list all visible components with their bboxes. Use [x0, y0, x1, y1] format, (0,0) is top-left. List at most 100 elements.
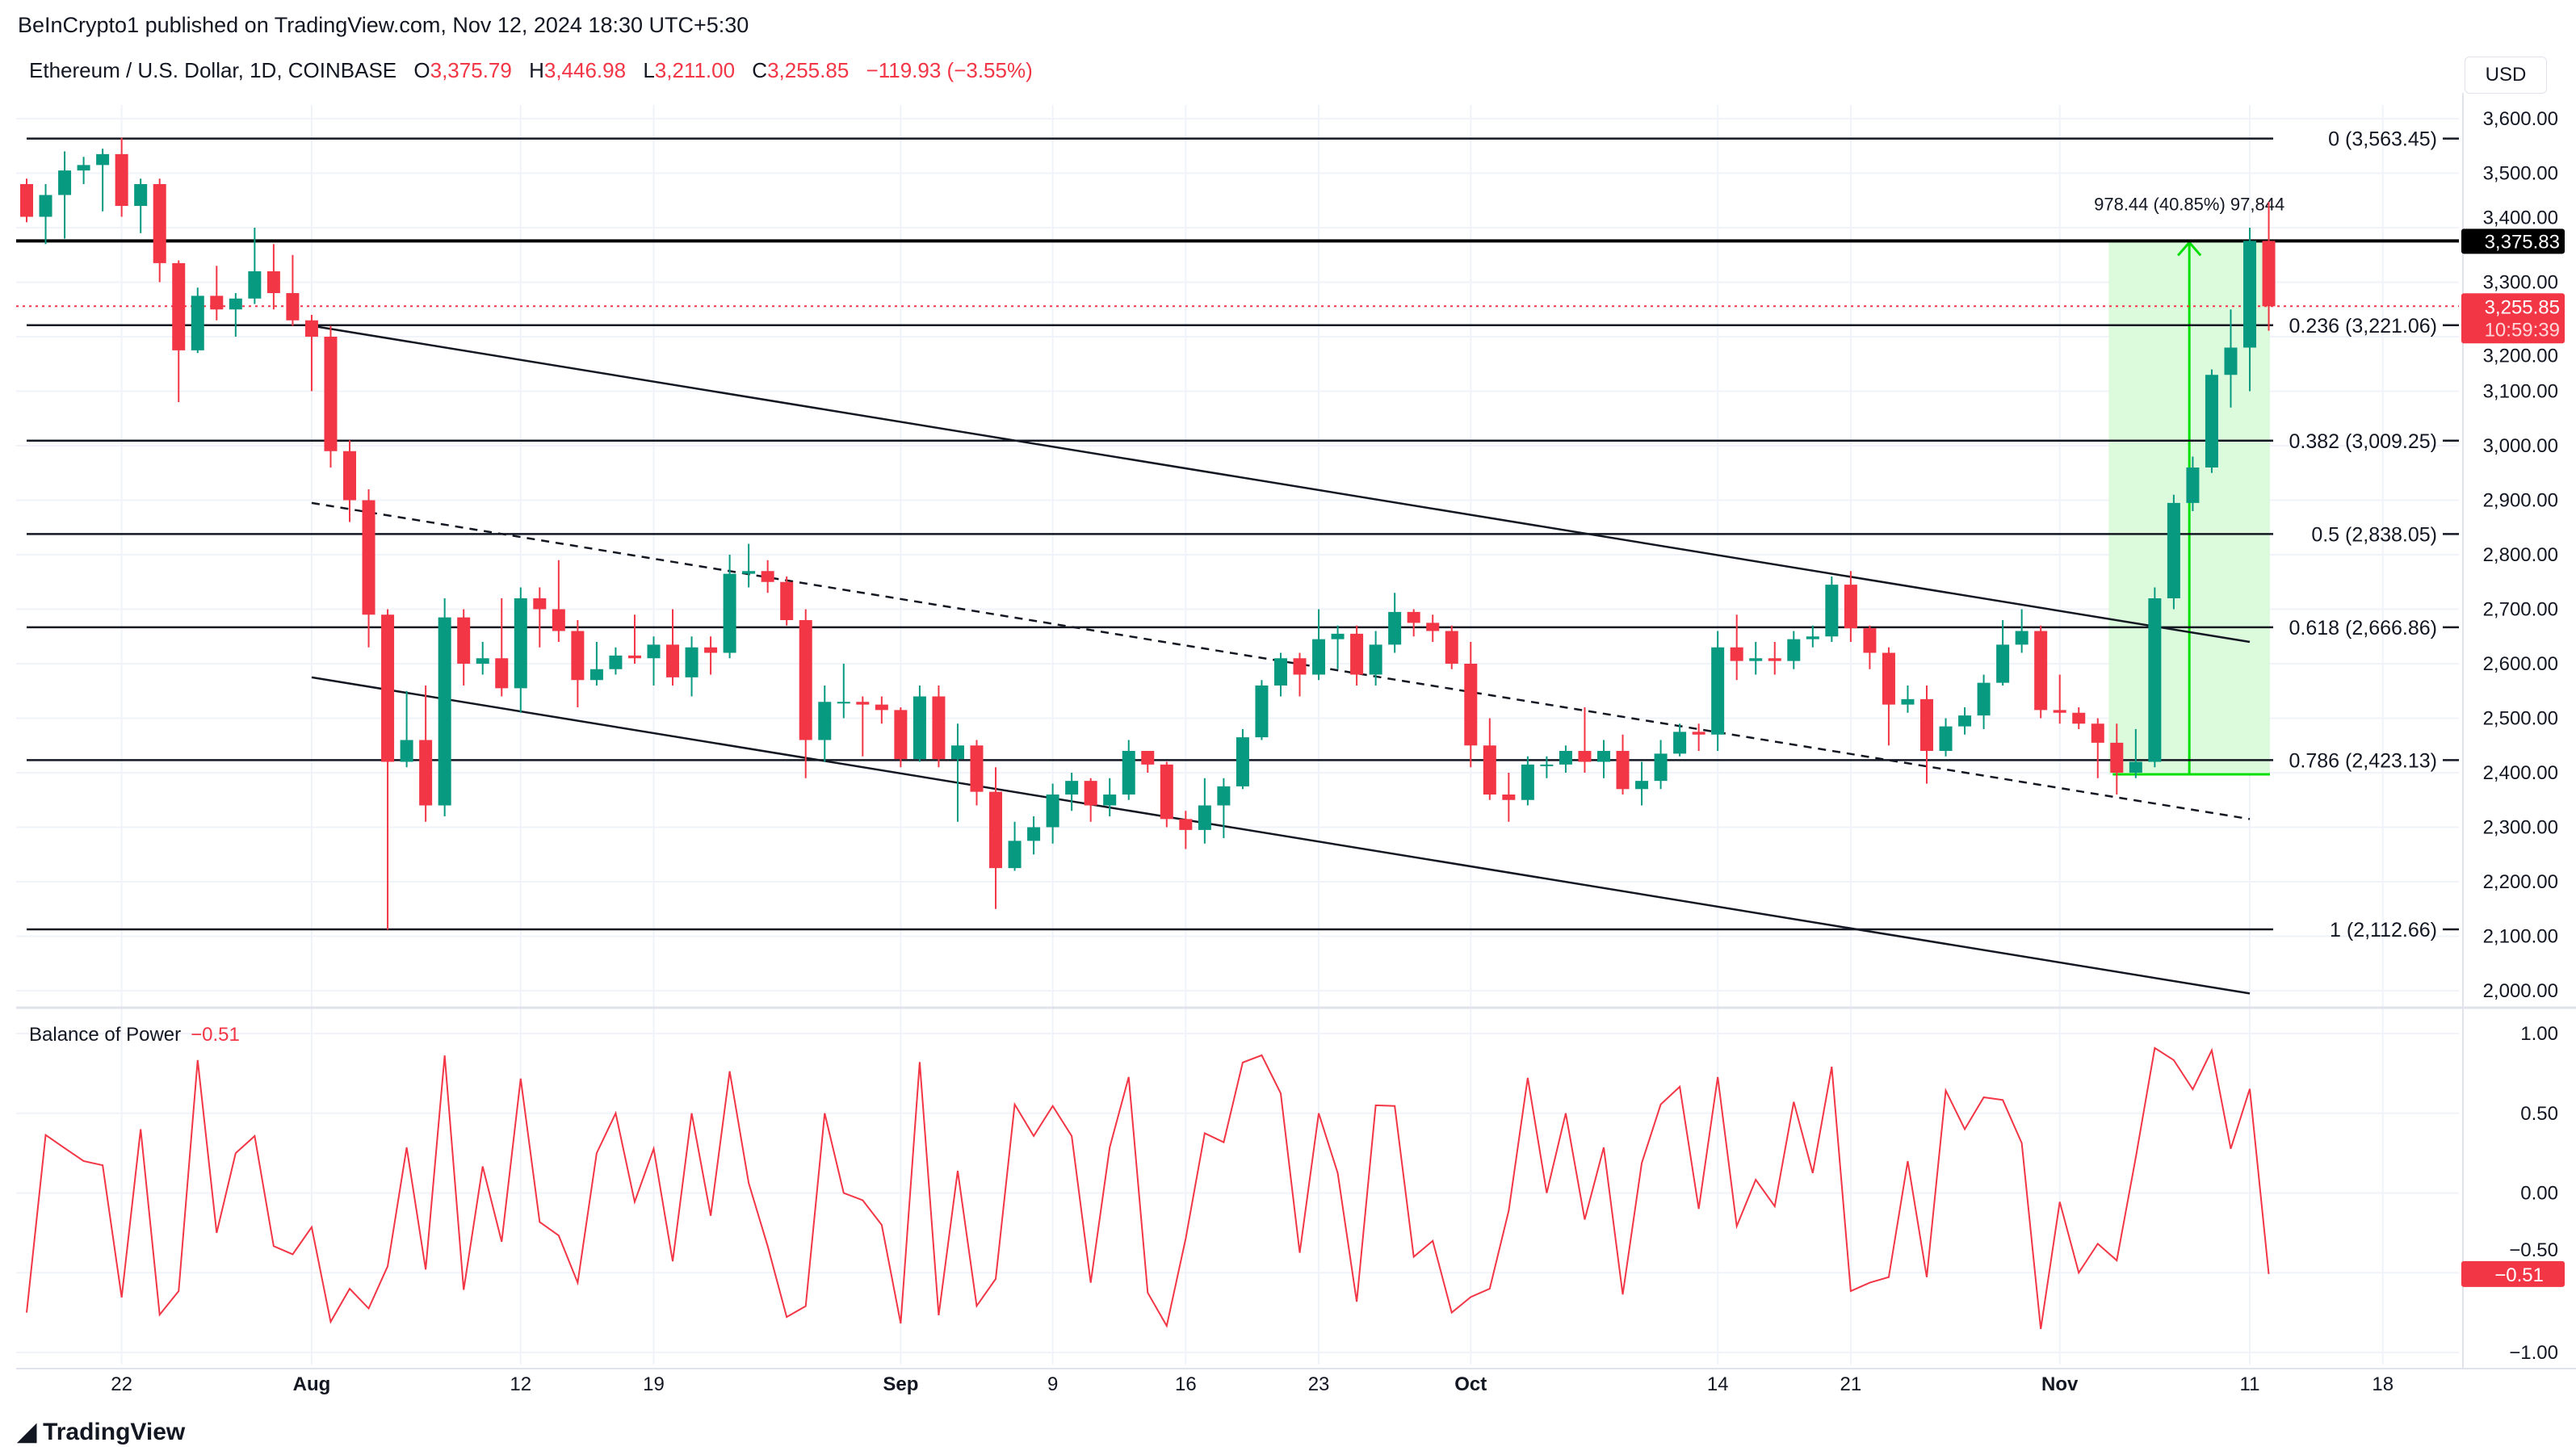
price-tick-label: 3,000.00 [2483, 435, 2558, 457]
currency-button[interactable]: USD [2465, 57, 2547, 94]
candle-body [2015, 631, 2028, 645]
candle-body [970, 745, 984, 792]
candle-body [780, 581, 794, 620]
fib-level-label: 0.382 (3,009.25) [2289, 430, 2437, 453]
candle-body [77, 165, 90, 171]
candle-body [704, 647, 718, 653]
candle-body [2053, 710, 2066, 713]
candle-body [1939, 726, 1953, 751]
candle-body [58, 170, 72, 195]
candle-body [950, 745, 964, 760]
candle-body [343, 451, 357, 501]
candle-body [1046, 795, 1059, 828]
price-tick-label: 2,700.00 [2483, 599, 2558, 621]
candle-body [514, 598, 527, 689]
candle-body [989, 791, 1003, 869]
candle-body [1559, 751, 1572, 765]
price-tick-label: 3,400.00 [2483, 207, 2558, 229]
candle-body [1635, 781, 1649, 790]
candle-body [1730, 647, 1743, 661]
candle-body [1654, 753, 1668, 782]
candle-body [589, 669, 603, 681]
date-tick-label: 16 [1175, 1373, 1197, 1395]
candle-body [609, 655, 623, 669]
candle-body [210, 296, 224, 310]
last-price-badge [2461, 293, 2565, 344]
candle-body [1958, 715, 1972, 727]
candle-body [172, 262, 186, 350]
candle-body [1787, 639, 1801, 661]
candle-body [1502, 795, 1516, 800]
candle-body [2224, 347, 2238, 375]
price-tick-label: 3,300.00 [2483, 272, 2558, 294]
candle-body [1160, 764, 1173, 820]
low-value: 3,211.00 [654, 58, 736, 82]
candle-body [1806, 636, 1819, 639]
candle-body [400, 740, 413, 762]
candle-body [1825, 585, 1839, 637]
bop-tick-label: 1.00 [2520, 1023, 2558, 1045]
candle-body [2167, 502, 2180, 598]
date-tick-label: 12 [510, 1373, 531, 1395]
candle-body [2186, 468, 2200, 503]
fib-level-label: 0.618 (2,666.86) [2289, 617, 2437, 639]
candle-body [1236, 737, 1249, 786]
last-price-label: 3,255.85 [2485, 296, 2560, 318]
candle-body [1141, 751, 1155, 765]
tradingview-logo[interactable]: ◢ TradingView [18, 1418, 185, 1446]
candle-body [647, 644, 661, 659]
price-tick-label: 2,200.00 [2483, 871, 2558, 893]
bop-tick-label: −0.50 [2509, 1239, 2558, 1261]
bop-value: −0.51 [191, 1024, 240, 1046]
price-tick-label: 3,100.00 [2483, 381, 2558, 403]
candle-body [666, 644, 680, 677]
candle-body [1255, 686, 1269, 738]
candle-body [1882, 652, 1895, 705]
date-tick-label: Nov [2041, 1373, 2079, 1395]
candle-body [1426, 623, 1440, 631]
candle-body [552, 609, 565, 631]
fib-level-label: 0.236 (3,221.06) [2289, 315, 2437, 338]
bar-countdown-label: 10:59:39 [2485, 319, 2560, 341]
candle-body [799, 620, 812, 740]
candle-body [1901, 698, 1915, 705]
bop-value-badge [2461, 1260, 2565, 1287]
candle-body [1920, 698, 1933, 751]
candle-body [476, 658, 489, 664]
low-label: L [643, 58, 655, 82]
fib-level-label: 0 (3,563.45) [2328, 128, 2437, 151]
candle-body [1844, 585, 1857, 629]
candle-body [2110, 742, 2124, 773]
high-label: H [529, 58, 544, 82]
publisher-caption: BeInCrypto1 published on TradingView.com… [18, 13, 749, 37]
bop-tick-label: −1.00 [2509, 1342, 2558, 1364]
candle-body [1122, 751, 1135, 795]
candle-body [286, 293, 300, 321]
candle-body [742, 571, 756, 574]
candle-body [913, 696, 926, 760]
tradingview-brand: TradingView [43, 1418, 186, 1445]
bop-legend: Balance of Power −0.51 [29, 1024, 240, 1046]
price-tick-label: 2,100.00 [2483, 926, 2558, 948]
candle-body [191, 296, 204, 350]
resistance-price-badge [2461, 229, 2565, 254]
fib-level-label: 0.5 (2,838.05) [2311, 523, 2437, 546]
candle-body [1692, 732, 1705, 735]
candle-body [685, 647, 699, 677]
fib-level-label: 1 (2,112.66) [2330, 919, 2437, 941]
candle-body [1103, 795, 1117, 806]
candle-body [1673, 732, 1687, 754]
date-tick-label: 9 [1047, 1373, 1058, 1395]
candle-body [304, 320, 318, 337]
date-tick-label: 21 [1840, 1373, 1862, 1395]
bop-line [26, 1046, 2270, 1330]
symbol-title[interactable]: Ethereum / U.S. Dollar, 1D, COINBASE [29, 58, 397, 82]
candle-body [1863, 628, 1877, 653]
candle-body [533, 598, 547, 610]
candle-body [1596, 751, 1610, 762]
symbol-legend: Ethereum / U.S. Dollar, 1D, COINBASE O3,… [29, 58, 1033, 83]
open-value: 3,375.79 [430, 58, 512, 82]
bop-value-badge-label: −0.51 [2494, 1264, 2544, 1286]
candle-body [1198, 805, 1211, 830]
